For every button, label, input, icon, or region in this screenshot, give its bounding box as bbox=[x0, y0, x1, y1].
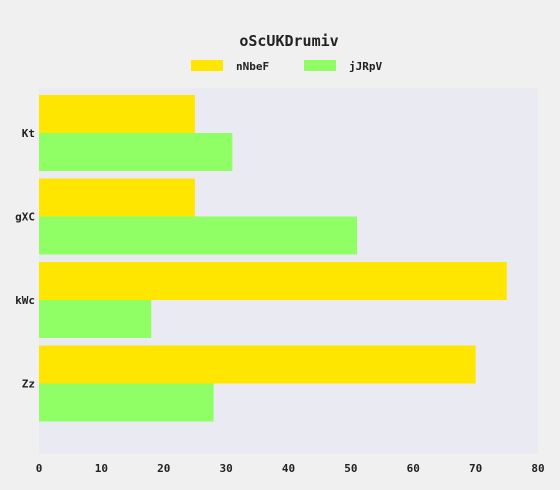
x-tick-label-0: 0 bbox=[36, 462, 43, 475]
y-tick-label-gXC: gXC bbox=[15, 211, 35, 224]
legend-swatch-nNbeF bbox=[191, 60, 223, 71]
bar-jJRpV-Zz bbox=[39, 383, 214, 422]
bar-nNbeF-kWc bbox=[39, 262, 507, 300]
x-tick-label-80: 80 bbox=[531, 462, 544, 475]
bar-jJRpV-kWc bbox=[39, 300, 152, 338]
chart-title: oScUKDrumiv bbox=[239, 32, 338, 50]
x-tick-label-30: 30 bbox=[220, 462, 233, 475]
x-tick-label-60: 60 bbox=[407, 462, 420, 475]
x-tick-label-20: 20 bbox=[157, 462, 170, 475]
x-tick-label-70: 70 bbox=[469, 462, 482, 475]
bars-group bbox=[39, 95, 507, 422]
x-tick-label-40: 40 bbox=[282, 462, 295, 475]
x-tick-label-50: 50 bbox=[344, 462, 357, 475]
legend-label-jJRpV: jJRpV bbox=[349, 60, 382, 73]
legend-swatch-jJRpV bbox=[304, 60, 336, 71]
bar-nNbeF-Zz bbox=[39, 345, 476, 384]
y-tick-label-kWc: kWc bbox=[15, 294, 35, 307]
legend-label-nNbeF: nNbeF bbox=[236, 60, 269, 73]
y-tick-label-Kt: Kt bbox=[22, 127, 35, 140]
legend: nNbeF jJRpV bbox=[191, 60, 382, 73]
x-tick-label-10: 10 bbox=[95, 462, 108, 475]
bar-jJRpV-Kt bbox=[39, 133, 233, 171]
bar-nNbeF-Kt bbox=[39, 95, 195, 133]
bar-jJRpV-gXC bbox=[39, 216, 358, 255]
y-axis-tick-labels: Kt gXC kWc Zz bbox=[15, 127, 35, 391]
bar-nNbeF-gXC bbox=[39, 178, 195, 217]
x-axis-tick-labels: 0 10 20 30 40 50 60 70 80 bbox=[36, 462, 545, 475]
y-tick-label-Zz: Zz bbox=[22, 378, 35, 391]
